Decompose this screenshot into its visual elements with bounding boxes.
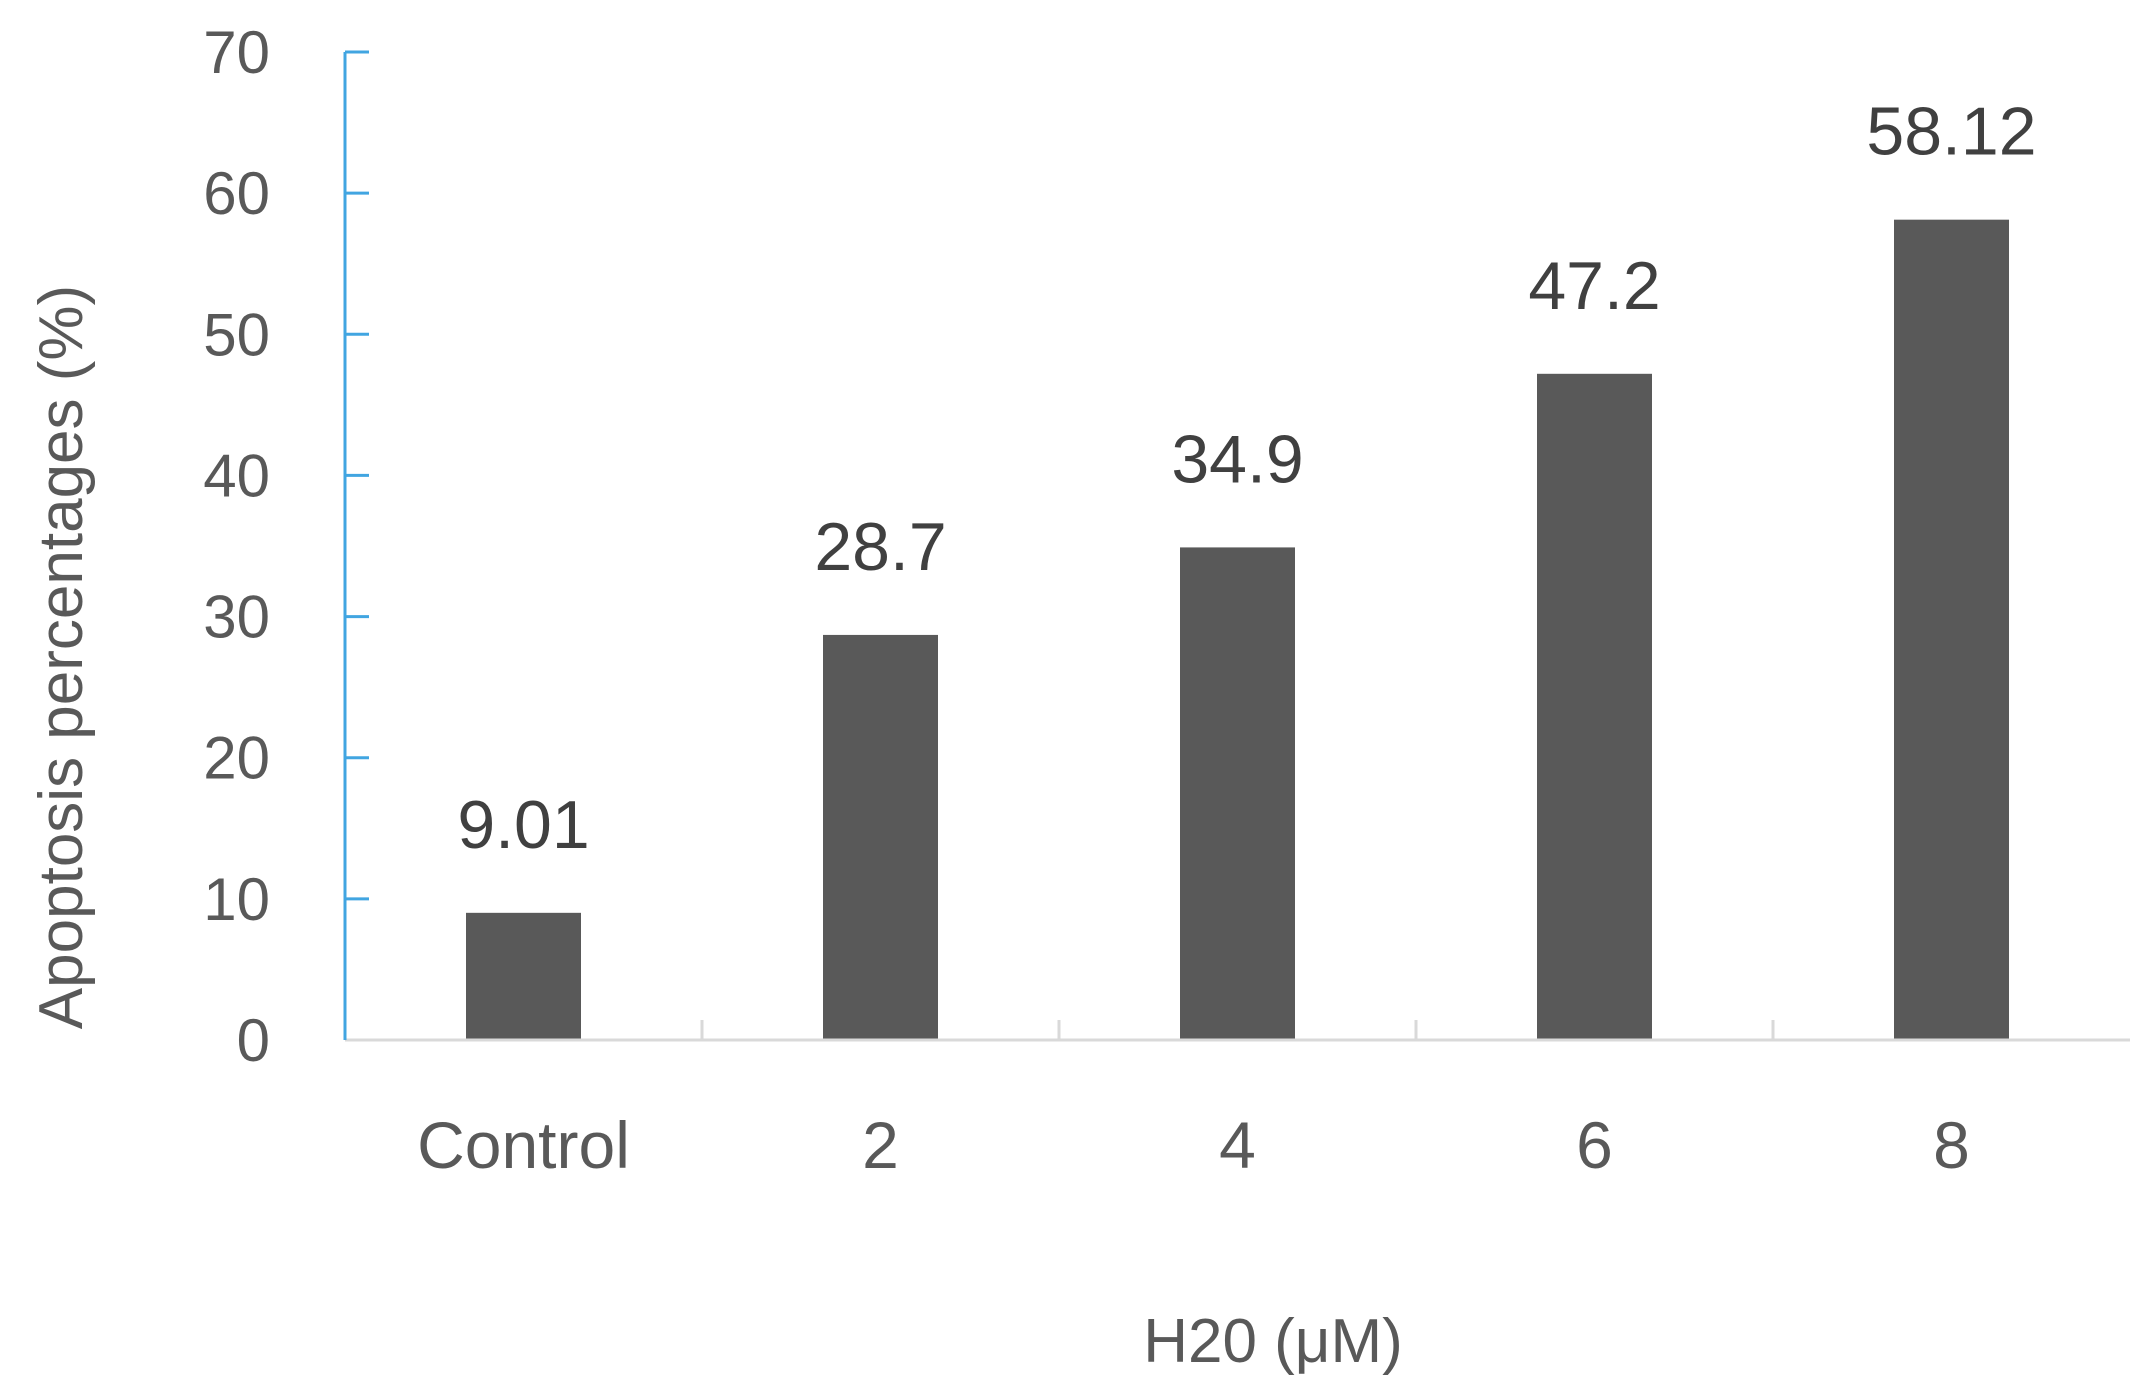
data-label: 47.2: [1528, 248, 1660, 324]
category-label: 4: [1219, 1108, 1256, 1182]
bar: [823, 634, 938, 1040]
category-label: 8: [1933, 1108, 1970, 1182]
bar: [1537, 373, 1652, 1040]
y-axis-title: Apoptosis percentages (%): [27, 285, 96, 1029]
data-label: 58.12: [1866, 94, 2036, 170]
y-tick-label: 30: [203, 584, 270, 651]
bars-group: [466, 219, 2009, 1040]
y-tick-label: 20: [203, 725, 270, 792]
y-tick-label: 70: [203, 19, 270, 86]
bar: [1894, 219, 2009, 1040]
bar: [466, 912, 581, 1040]
y-tick-label: 60: [203, 160, 270, 227]
data-label: 34.9: [1171, 421, 1303, 497]
y-tick-label: 40: [203, 442, 270, 509]
category-label: 2: [862, 1108, 899, 1182]
category-label: Control: [417, 1108, 630, 1182]
y-tick-label: 10: [203, 866, 270, 933]
x-axis-title: H20 (μM): [1143, 1307, 1403, 1376]
y-tick-label: 0: [237, 1007, 270, 1074]
y-tick-label: 50: [203, 301, 270, 368]
bar: [1180, 547, 1295, 1040]
data-labels-group: 9.01 28.7 34.9 47.2 58.12: [457, 94, 2036, 863]
category-labels-group: Control 2 4 6 8: [417, 1108, 1970, 1182]
data-label: 28.7: [814, 509, 946, 585]
y-axis-ticks: 0 10 20 30 40 50 60 70: [203, 19, 369, 1074]
category-label: 6: [1576, 1108, 1613, 1182]
x-axis-ticks: [700, 1020, 1775, 1040]
data-label: 9.01: [457, 787, 589, 863]
